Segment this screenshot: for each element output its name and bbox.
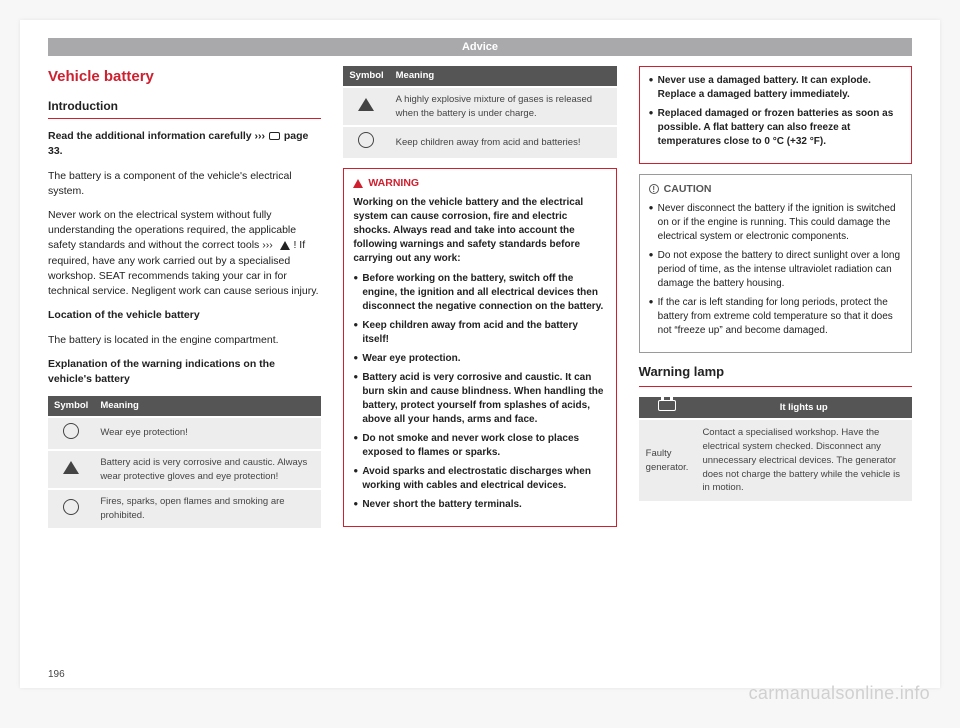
- content-columns: Vehicle battery Introduction Read the ad…: [48, 66, 912, 538]
- table-row: Faulty generator. Contact a specialised …: [639, 419, 912, 501]
- column-1: Vehicle battery Introduction Read the ad…: [48, 66, 321, 538]
- eye-protection-icon: [63, 423, 79, 439]
- crossref-paragraph: Read the additional information carefull…: [48, 129, 321, 159]
- symbol-cell: [343, 126, 389, 158]
- th-symbol: Symbol: [48, 396, 94, 417]
- meaning-cell: Wear eye protection!: [94, 417, 321, 450]
- hazard-arrows: ›››: [262, 239, 275, 251]
- warning-item: Wear eye protection.: [353, 352, 606, 366]
- table-row: Battery acid is very corrosive and caust…: [48, 450, 321, 490]
- warning-box: WARNING Working on the vehicle battery a…: [343, 168, 616, 527]
- intro-p2-a: Never work on the electrical system with…: [48, 209, 296, 251]
- warning-label: WARNING: [368, 176, 419, 191]
- symbol-cell: [343, 87, 389, 127]
- subhead-introduction: Introduction: [48, 98, 321, 115]
- warning-item: Before working on the battery, switch of…: [353, 272, 606, 314]
- th-meaning: Meaning: [94, 396, 321, 417]
- symbol-table-2: Symbol Meaning A highly explosive mixtur…: [343, 66, 616, 158]
- warning-item: Do not smoke and never work close to pla…: [353, 432, 606, 460]
- warning-box-continued: Never use a damaged battery. It can expl…: [639, 66, 912, 164]
- section-title: Vehicle battery: [48, 66, 321, 88]
- caution-label: CAUTION: [664, 182, 712, 197]
- warning-lamp-table: It lights up Faulty generator. Contact a…: [639, 397, 912, 502]
- corrosive-icon: [63, 461, 79, 474]
- warning-lamp-heading: Warning lamp: [639, 363, 912, 382]
- caution-icon: !: [649, 184, 659, 194]
- lamp-action: Contact a specialised workshop. Have the…: [695, 419, 912, 501]
- warning-title: WARNING: [353, 176, 606, 191]
- th-lights-up: It lights up: [695, 397, 912, 420]
- warning-item: Battery acid is very corrosive and caust…: [353, 371, 606, 427]
- explanation-heading: Explanation of the warning indications o…: [48, 357, 321, 387]
- th-meaning: Meaning: [390, 66, 617, 87]
- symbol-cell: [48, 417, 94, 450]
- red-divider: [639, 386, 912, 387]
- th-lamp-icon: [639, 397, 696, 420]
- warning-item: Replaced damaged or frozen batteries as …: [649, 107, 902, 149]
- caution-title: ! CAUTION: [649, 182, 902, 197]
- location-heading: Location of the vehicle battery: [48, 308, 321, 323]
- no-fire-icon: [63, 499, 79, 515]
- warning-lead: Working on the vehicle battery and the e…: [353, 196, 606, 266]
- warning-item: Never use a damaged battery. It can expl…: [649, 74, 902, 102]
- warning-list-cont: Never use a damaged battery. It can expl…: [649, 74, 902, 149]
- caution-item: If the car is left standing for long per…: [649, 296, 902, 338]
- caution-list: Never disconnect the battery if the igni…: [649, 202, 902, 338]
- table-header-row: It lights up: [639, 397, 912, 420]
- table-row: Keep children away from acid and batteri…: [343, 126, 616, 158]
- symbol-table-1: Symbol Meaning Wear eye protection! Batt…: [48, 396, 321, 528]
- th-symbol: Symbol: [343, 66, 389, 87]
- symbol-cell: [48, 450, 94, 490]
- caution-item: Never disconnect the battery if the igni…: [649, 202, 902, 244]
- battery-icon: [658, 400, 676, 411]
- meaning-cell: Fires, sparks, open flames and smoking a…: [94, 489, 321, 528]
- meaning-cell: A highly explosive mixture of gases is r…: [390, 87, 617, 127]
- book-icon: [269, 132, 280, 140]
- intro-paragraph-2: Never work on the electrical system with…: [48, 208, 321, 299]
- page-header-bar: Advice: [48, 38, 912, 56]
- table-header-row: Symbol Meaning: [48, 396, 321, 417]
- lamp-cause: Faulty generator.: [639, 419, 696, 501]
- table-row: Fires, sparks, open flames and smoking a…: [48, 489, 321, 528]
- watermark: carmanualsonline.info: [749, 683, 930, 704]
- table-header-row: Symbol Meaning: [343, 66, 616, 87]
- location-text: The battery is located in the engine com…: [48, 333, 321, 348]
- crossref-text: Read the additional information carefull…: [48, 130, 252, 142]
- table-row: Wear eye protection!: [48, 417, 321, 450]
- explosive-icon: [358, 98, 374, 111]
- table-row: A highly explosive mixture of gases is r…: [343, 87, 616, 127]
- symbol-cell: [48, 489, 94, 528]
- warning-triangle-icon: [280, 241, 290, 250]
- warning-triangle-icon: [353, 179, 363, 188]
- page-number: 196: [48, 669, 65, 680]
- column-3: Never use a damaged battery. It can expl…: [639, 66, 912, 538]
- red-divider: [48, 118, 321, 119]
- warning-item: Keep children away from acid and the bat…: [353, 319, 606, 347]
- warning-item: Never short the battery terminals.: [353, 498, 606, 512]
- caution-box: ! CAUTION Never disconnect the battery i…: [639, 174, 912, 353]
- caution-item: Do not expose the battery to direct sunl…: [649, 249, 902, 291]
- meaning-cell: Keep children away from acid and batteri…: [390, 126, 617, 158]
- keep-away-icon: [358, 132, 374, 148]
- meaning-cell: Battery acid is very corrosive and caust…: [94, 450, 321, 490]
- warning-item: Avoid sparks and electrostatic discharge…: [353, 465, 606, 493]
- warning-list: Before working on the battery, switch of…: [353, 272, 606, 512]
- manual-page: Advice Vehicle battery Introduction Read…: [20, 20, 940, 688]
- crossref-arrows: ›››: [255, 130, 268, 142]
- intro-paragraph-1: The battery is a component of the vehicl…: [48, 169, 321, 199]
- column-2: Symbol Meaning A highly explosive mixtur…: [343, 66, 616, 538]
